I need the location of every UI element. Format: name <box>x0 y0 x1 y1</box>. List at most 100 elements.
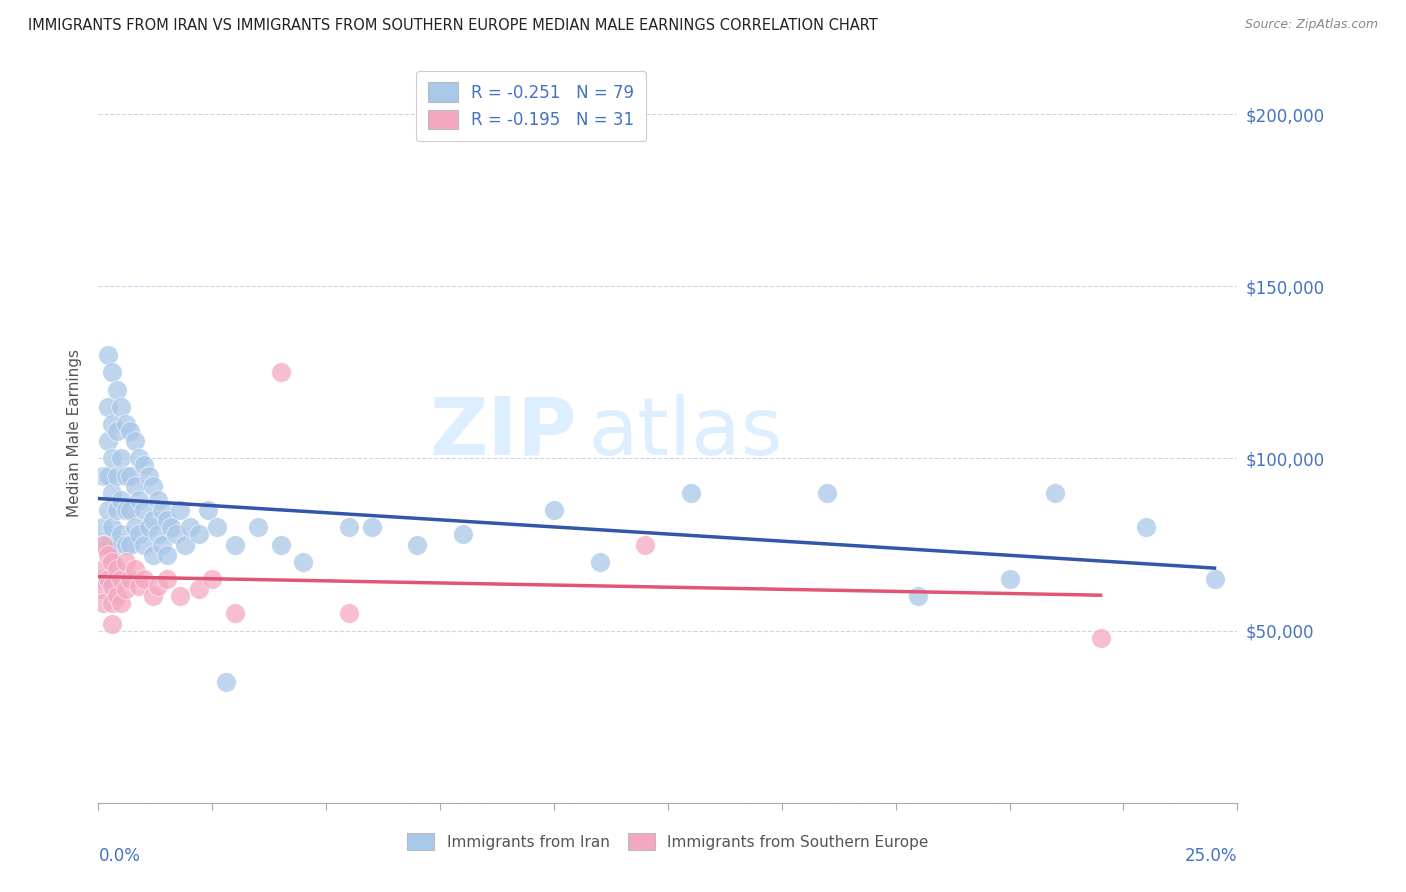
Point <box>96 572 118 586</box>
Point <box>120 468 142 483</box>
Point <box>110 451 132 466</box>
Point <box>91 561 114 575</box>
Point <box>150 503 173 517</box>
Point <box>187 527 209 541</box>
Point <box>101 451 124 466</box>
Point <box>224 537 246 551</box>
Point <box>124 561 146 575</box>
Point <box>91 537 114 551</box>
Point <box>1043 486 1066 500</box>
Point <box>156 572 179 586</box>
Point <box>132 458 155 473</box>
Point <box>101 555 124 569</box>
Point <box>101 616 124 631</box>
Point <box>998 572 1021 586</box>
Point <box>146 492 169 507</box>
Point <box>1135 520 1157 534</box>
Point <box>128 579 150 593</box>
Point <box>101 417 124 431</box>
Point <box>114 503 136 517</box>
Point <box>132 537 155 551</box>
Point <box>110 492 132 507</box>
Point <box>169 503 191 517</box>
Point <box>128 451 150 466</box>
Legend: Immigrants from Iran, Immigrants from Southern Europe: Immigrants from Iran, Immigrants from So… <box>399 825 936 858</box>
Point <box>101 365 124 379</box>
Point <box>105 468 128 483</box>
Point <box>91 537 114 551</box>
Point <box>105 424 128 438</box>
Point <box>101 555 124 569</box>
Point <box>114 582 136 597</box>
Point <box>114 555 136 569</box>
Point <box>91 520 114 534</box>
Point <box>337 520 360 534</box>
Point <box>96 503 118 517</box>
Text: IMMIGRANTS FROM IRAN VS IMMIGRANTS FROM SOUTHERN EUROPE MEDIAN MALE EARNINGS COR: IMMIGRANTS FROM IRAN VS IMMIGRANTS FROM … <box>28 18 877 33</box>
Point <box>169 589 191 603</box>
Point <box>138 468 160 483</box>
Point <box>101 486 124 500</box>
Point <box>138 520 160 534</box>
Point <box>124 520 146 534</box>
Point <box>634 537 657 551</box>
Point <box>187 582 209 597</box>
Point <box>215 675 238 690</box>
Point <box>156 548 179 562</box>
Point <box>105 503 128 517</box>
Point <box>124 434 146 449</box>
Point <box>451 527 474 541</box>
Point <box>101 520 124 534</box>
Point <box>96 348 118 362</box>
Point <box>96 548 118 562</box>
Point <box>110 572 132 586</box>
Point <box>270 365 292 379</box>
Point <box>96 434 118 449</box>
Point <box>96 468 118 483</box>
Point <box>128 527 150 541</box>
Point <box>110 596 132 610</box>
Point <box>91 572 114 586</box>
Point <box>907 589 929 603</box>
Point <box>160 520 183 534</box>
Point <box>120 503 142 517</box>
Point <box>224 607 246 621</box>
Point <box>142 513 165 527</box>
Point <box>179 520 201 534</box>
Point <box>114 417 136 431</box>
Point <box>150 537 173 551</box>
Point <box>120 424 142 438</box>
Point <box>105 561 128 575</box>
Point <box>96 537 118 551</box>
Point <box>91 596 114 610</box>
Point <box>1204 572 1226 586</box>
Text: Source: ZipAtlas.com: Source: ZipAtlas.com <box>1244 18 1378 31</box>
Point <box>146 579 169 593</box>
Text: atlas: atlas <box>588 393 783 472</box>
Point <box>110 400 132 414</box>
Text: ZIP: ZIP <box>429 393 576 472</box>
Point <box>101 579 124 593</box>
Point <box>96 400 118 414</box>
Point <box>406 537 429 551</box>
Point <box>110 527 132 541</box>
Point <box>124 479 146 493</box>
Point <box>588 555 610 569</box>
Point <box>197 503 219 517</box>
Point <box>142 479 165 493</box>
Point <box>165 527 187 541</box>
Point <box>91 468 114 483</box>
Point <box>174 537 197 551</box>
Text: 0.0%: 0.0% <box>98 847 141 865</box>
Text: 25.0%: 25.0% <box>1185 847 1237 865</box>
Point <box>679 486 702 500</box>
Point <box>815 486 838 500</box>
Point <box>101 596 124 610</box>
Point <box>105 383 128 397</box>
Point <box>543 503 565 517</box>
Point <box>205 520 228 534</box>
Point <box>132 572 155 586</box>
Point <box>120 572 142 586</box>
Point <box>91 582 114 597</box>
Point <box>337 607 360 621</box>
